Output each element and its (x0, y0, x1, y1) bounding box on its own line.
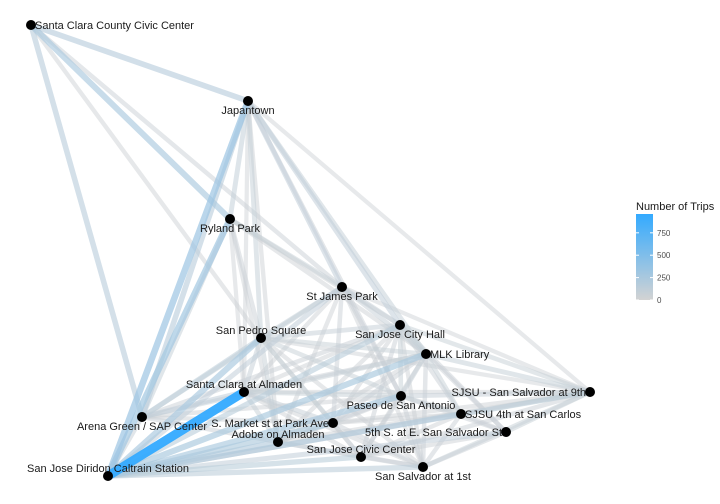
node-label-sanpedro: San Pedro Square (216, 325, 307, 337)
edge-caltrain-scalmaden (103, 387, 249, 481)
node-caltrain (103, 471, 113, 481)
node-label-sjcivic: San Jose Civic Center (307, 444, 416, 456)
edge-cityhall-sjsu9 (397, 322, 593, 395)
node-civic (26, 20, 36, 30)
edge-caltrain-paseo (105, 393, 404, 479)
node-smarket (328, 418, 338, 428)
node-label-fifth: 5th S. at E. San Salvador St (365, 427, 502, 439)
node-label-ryland: Ryland Park (200, 223, 260, 235)
edge-caltrain-japantown (104, 97, 252, 480)
legend-tick-label-1: 250 (657, 274, 671, 283)
edge-cityhall-mlk (397, 322, 429, 357)
edge-arena-scalmaden (139, 389, 247, 420)
node-fifth (501, 427, 511, 437)
edge-mlk-salv1 (420, 351, 429, 470)
edge-arena-sanpedro (139, 335, 264, 420)
edge-ryland-sanpedro (227, 216, 264, 341)
edge-caltrain-ryland (104, 215, 234, 480)
edge-paseo-salv1 (398, 393, 426, 470)
edge-japantown-sanpedro (245, 98, 264, 341)
legend: Number of Trips 0 250 500 750 (636, 201, 715, 305)
node-label-paseo: Paseo de San Antonio (347, 400, 456, 412)
edge-sjsu4-fifth (458, 411, 509, 435)
edge-mlk-sjsu4 (423, 351, 464, 417)
edge-sanpedro-paseo (258, 335, 404, 399)
edge-cityhall-paseo (397, 322, 404, 399)
node-sjsu4 (456, 409, 466, 419)
edge-civic-arena (28, 22, 145, 420)
node-sjcivic (356, 452, 366, 462)
node-label-salv1: San Salvador at 1st (375, 471, 471, 483)
node-salv1 (418, 462, 428, 472)
edge-caltrain-sanpedro (104, 334, 265, 480)
node-label-caltrain: San Jose Diridon Caltrain Station (27, 463, 189, 475)
edge-paseo-sjsu4 (398, 393, 464, 417)
node-label-scalmaden: Santa Clara at Almaden (186, 379, 302, 391)
node-label-adobe: Adobe on Almaden (232, 429, 325, 441)
node-label-japantown: Japantown (221, 105, 274, 117)
edge-stjames-mlk (339, 284, 429, 357)
edge-sjsu9-paseo (398, 389, 593, 399)
labels-layer: Santa Clara County Civic Center Japantown… (27, 20, 586, 483)
node-label-arena: Arena Green / SAP Center (77, 421, 207, 433)
node-label-smarket: S. Market st at Park Ave (211, 418, 329, 430)
node-paseo (396, 391, 406, 401)
edge-stjames-adobe (275, 284, 345, 445)
edges-layer (28, 22, 593, 481)
edge-mlk-paseo (398, 351, 429, 399)
edge-caltrain-mlk (104, 350, 430, 480)
edge-japantown-stjames (245, 98, 345, 290)
legend-colorbar (636, 214, 653, 300)
legend-tick-label-0: 0 (657, 296, 662, 305)
edge-civic-ryland (28, 22, 233, 222)
edge-japantown-ryland (227, 98, 251, 222)
node-scalmaden (239, 387, 249, 397)
node-label-cityhall: San Jose City Hall (355, 329, 445, 341)
node-adobe (273, 437, 283, 447)
edge-japantown-scalmaden (241, 98, 251, 395)
edge-ryland-scalmaden (227, 216, 247, 395)
node-label-sjsu4: SJSU 4th at San Carlos (465, 409, 582, 421)
node-ryland (225, 214, 235, 224)
edge-civic-japantown (28, 22, 251, 104)
edge-japantown-cityhall (245, 98, 403, 328)
edge-sanpedro-scalmaden (241, 335, 264, 395)
edge-caltrain-sjcivic (105, 454, 364, 479)
legend-tick-label-2: 500 (657, 251, 671, 260)
edge-civic-stjames (28, 22, 345, 290)
nodes-layer (26, 20, 595, 481)
edge-smarket-sjcivic (330, 420, 364, 460)
legend-tick-label-3: 750 (657, 229, 671, 238)
node-arena (137, 412, 147, 422)
edge-arena-cityhall (139, 322, 403, 420)
node-label-mlk: MLK Library (430, 349, 490, 361)
legend-ticks: 0 250 500 750 (636, 229, 671, 305)
edge-mlk-sjsu9 (423, 351, 593, 395)
node-label-stjames: St James Park (306, 291, 378, 303)
edge-civic-sanpedro (28, 22, 264, 341)
node-stjames (337, 282, 347, 292)
edge-cityhall-sjcivic (358, 322, 403, 460)
edge-sanpedro-mlk (258, 335, 429, 357)
node-japantown (243, 96, 253, 106)
node-sanpedro (256, 333, 266, 343)
edge-ryland-stjames (227, 216, 345, 290)
node-label-sjsu9: SJSU - San Salvador at 9th (451, 387, 586, 399)
node-cityhall (395, 320, 405, 330)
node-sjsu9 (585, 387, 595, 397)
node-label-civic: Santa Clara County Civic Center (35, 20, 194, 32)
node-mlk (421, 349, 431, 359)
edge-japantown-sjsu9 (245, 98, 593, 395)
legend-title: Number of Trips (636, 201, 715, 213)
